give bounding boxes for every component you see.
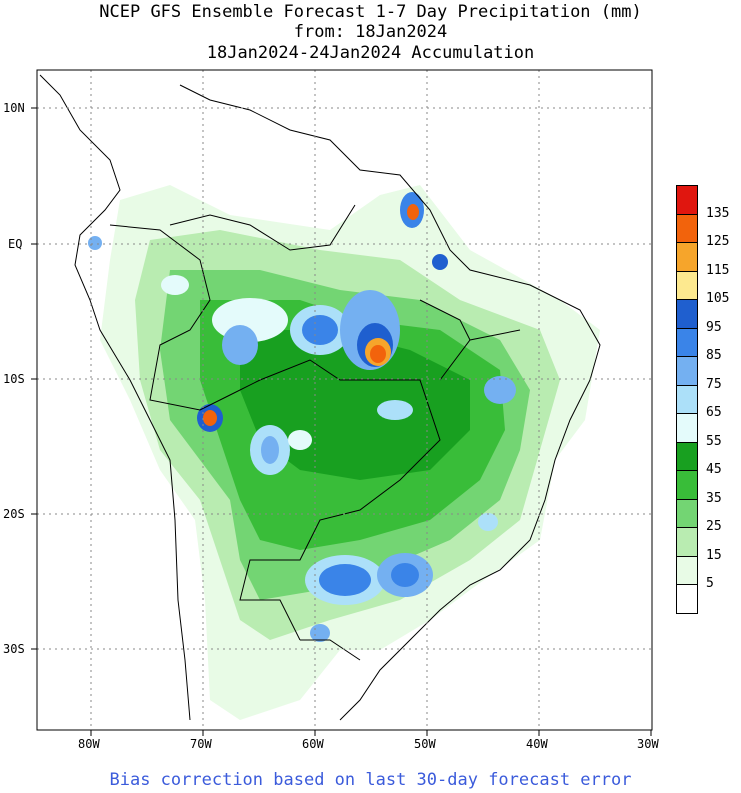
lon-label: 50W [414, 737, 436, 751]
legend-swatch [676, 527, 698, 557]
lon-label: 30W [637, 737, 659, 751]
lat-label: 30S [3, 642, 25, 656]
lon-label: 60W [302, 737, 324, 751]
legend-label: 25 [706, 519, 722, 534]
lon-label: 40W [526, 737, 548, 751]
map-subtitle-from: from: 18Jan2024 [293, 22, 448, 42]
legend-swatch [676, 555, 698, 585]
legend-label: 105 [706, 291, 730, 306]
legend-label: 85 [706, 348, 722, 363]
legend-swatch [676, 242, 698, 272]
legend-swatch [676, 270, 698, 300]
map-subtitle-period: 18Jan2024-24Jan2024 Accumulation [206, 43, 535, 63]
legend-label: 35 [706, 490, 722, 506]
legend-swatch [676, 213, 698, 243]
legend-label: 65 [706, 405, 722, 420]
legend-swatch [676, 584, 698, 614]
precip-fill-layer [88, 185, 600, 720]
lat-label: 10S [3, 372, 25, 386]
lon-label: 70W [190, 737, 212, 751]
map-frame [36, 69, 653, 731]
legend-label: 115 [706, 262, 730, 278]
legend-swatch [676, 413, 698, 443]
lat-label: 10N [3, 101, 25, 115]
legend-swatch [676, 441, 698, 471]
legend-label: 45 [706, 462, 722, 477]
legend-label: 135 [706, 205, 730, 221]
legend-label: 55 [706, 433, 722, 449]
legend-swatch [676, 470, 698, 500]
legend-swatch [676, 498, 698, 528]
legend-swatch [676, 356, 698, 386]
legend-label: 95 [706, 319, 722, 335]
legend-label: 5 [706, 576, 714, 591]
lat-label: 20S [3, 507, 25, 521]
lon-label: 80W [78, 737, 100, 751]
bias-correction-note: Bias correction based on last 30-day for… [109, 770, 632, 790]
legend-label: 125 [706, 234, 730, 249]
legend-label: 15 [706, 547, 722, 563]
coastlines-borders [39, 74, 601, 721]
legend-swatch [676, 299, 698, 329]
legend-swatch [676, 185, 698, 215]
legend-swatch [676, 327, 698, 357]
lat-label: EQ [8, 237, 23, 251]
legend-label: 75 [706, 376, 722, 392]
legend-swatch [676, 384, 698, 414]
graticule [37, 70, 652, 730]
map-title: NCEP GFS Ensemble Forecast 1-7 Day Preci… [99, 2, 642, 22]
